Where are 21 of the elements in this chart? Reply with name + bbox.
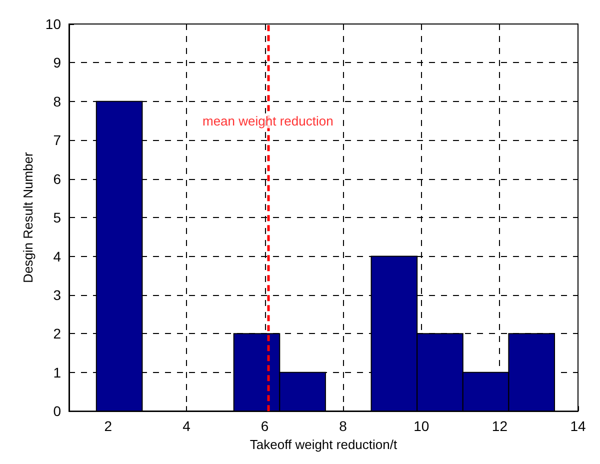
x-tick-label: 12 (492, 418, 508, 434)
x-tick-label: 4 (182, 418, 191, 434)
x-tick-label: 6 (260, 418, 269, 434)
y-tick-label: 1 (53, 364, 62, 380)
y-tick-label: 3 (53, 286, 62, 303)
y-tick-label: 5 (53, 210, 62, 226)
x-tick-label: 14 (570, 418, 586, 434)
y-tick-label: 2 (53, 326, 62, 342)
y-tick-label: 10 (45, 16, 62, 32)
x-tick-label: 8 (339, 418, 348, 434)
y-tick-label: 8 (53, 93, 62, 110)
y-tick-label: 4 (53, 248, 62, 264)
x-tick-label: 10 (414, 418, 430, 434)
ref-line-label: mean weight reduction (202, 113, 334, 128)
x-axis-title: Takeoff weight reduction/t (250, 437, 398, 452)
y-tick-label: 0 (53, 403, 62, 420)
y-tick-label: 6 (53, 170, 62, 187)
y-tick-label: 7 (53, 132, 62, 148)
x-tick-label: 2 (104, 418, 112, 434)
y-axis-title: Desgin Result Number (20, 151, 36, 283)
y-tick-label: 9 (53, 54, 62, 71)
